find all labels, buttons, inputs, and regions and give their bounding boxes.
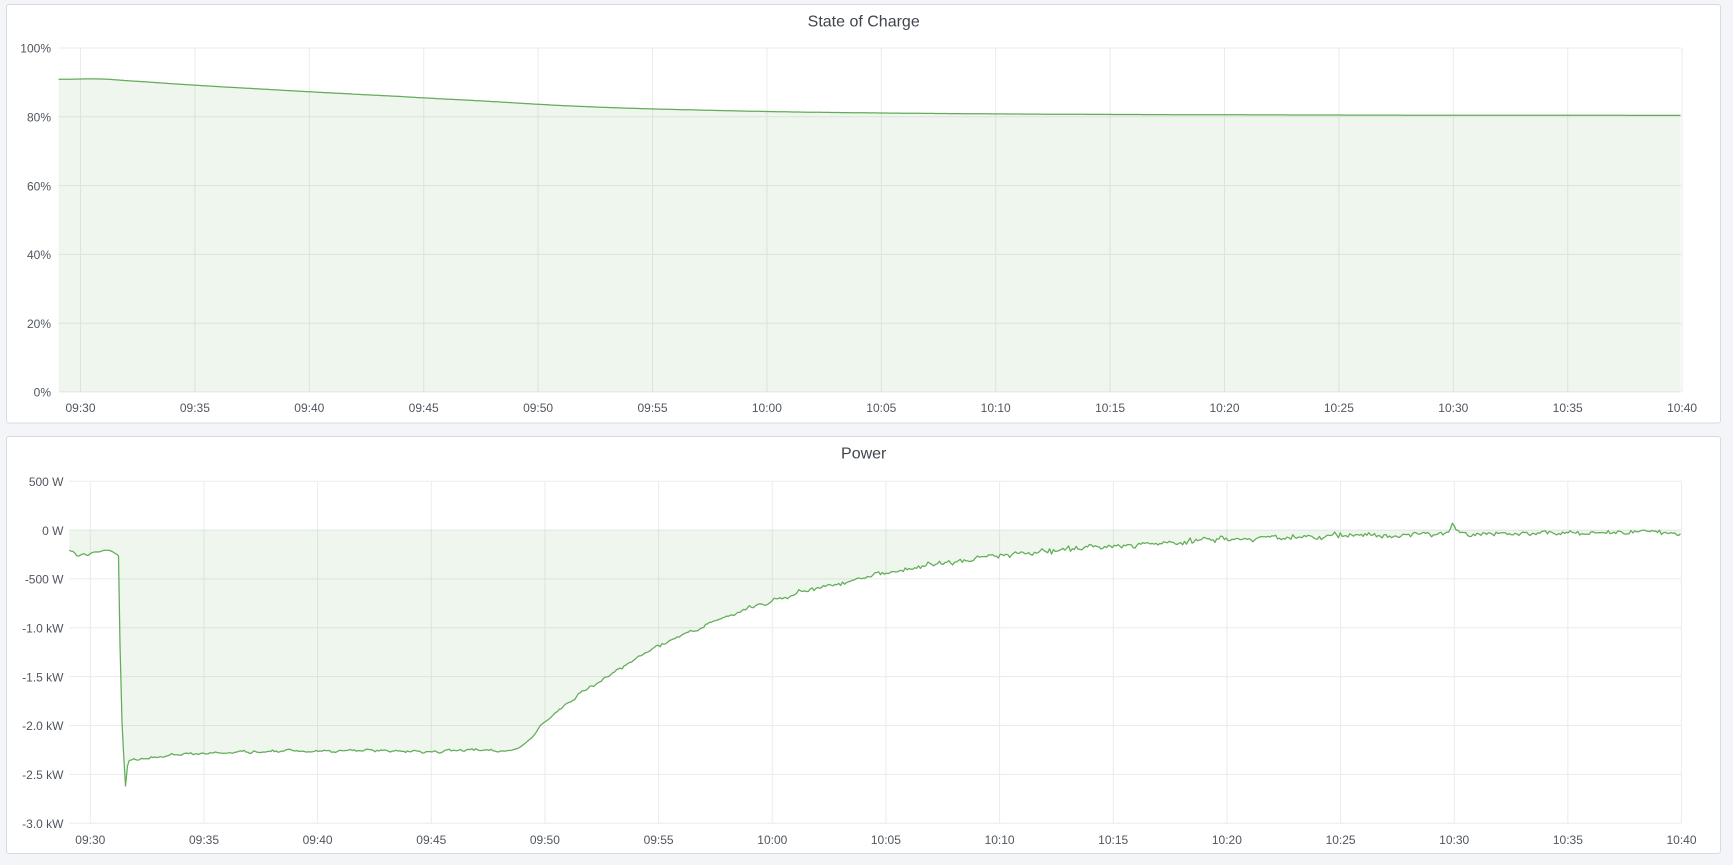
svg-text:500 W: 500 W [29,475,64,489]
svg-text:09:45: 09:45 [409,401,439,415]
svg-text:09:40: 09:40 [303,833,333,847]
svg-text:10:40: 10:40 [1666,833,1696,847]
svg-text:40%: 40% [27,248,51,262]
svg-text:10:30: 10:30 [1439,833,1469,847]
svg-text:09:35: 09:35 [180,401,210,415]
svg-text:10:10: 10:10 [981,401,1011,415]
svg-text:100%: 100% [20,42,51,56]
svg-text:09:30: 09:30 [65,401,95,415]
svg-text:10:20: 10:20 [1212,833,1242,847]
svg-text:09:40: 09:40 [294,401,324,415]
svg-text:0 W: 0 W [42,524,64,538]
svg-text:-1.0 kW: -1.0 kW [22,622,64,636]
svg-text:09:50: 09:50 [530,833,560,847]
svg-text:09:35: 09:35 [189,833,219,847]
svg-text:Power: Power [841,445,887,462]
svg-text:10:25: 10:25 [1324,401,1354,415]
svg-text:10:05: 10:05 [866,401,896,415]
svg-text:09:30: 09:30 [75,833,105,847]
svg-text:-2.5 kW: -2.5 kW [22,768,64,782]
svg-text:-1.5 kW: -1.5 kW [22,670,64,684]
svg-text:80%: 80% [27,111,51,125]
svg-text:-500 W: -500 W [25,573,64,587]
svg-text:10:05: 10:05 [871,833,901,847]
svg-text:09:45: 09:45 [416,833,446,847]
svg-text:09:55: 09:55 [637,401,667,415]
svg-text:60%: 60% [27,179,51,193]
svg-text:09:55: 09:55 [644,833,674,847]
svg-text:10:15: 10:15 [1098,833,1128,847]
svg-text:10:15: 10:15 [1095,401,1125,415]
svg-text:10:40: 10:40 [1667,401,1697,415]
svg-text:10:10: 10:10 [985,833,1015,847]
svg-text:10:25: 10:25 [1326,833,1356,847]
svg-text:State of Charge: State of Charge [808,14,920,31]
svg-text:10:30: 10:30 [1438,401,1468,415]
svg-text:09:50: 09:50 [523,401,553,415]
svg-text:-2.0 kW: -2.0 kW [22,719,64,733]
svg-text:10:35: 10:35 [1553,401,1583,415]
svg-text:10:00: 10:00 [757,833,787,847]
svg-text:10:20: 10:20 [1209,401,1239,415]
svg-text:0%: 0% [34,386,52,400]
svg-text:-3.0 kW: -3.0 kW [22,817,64,831]
svg-text:10:35: 10:35 [1553,833,1583,847]
svg-text:20%: 20% [27,317,51,331]
svg-text:10:00: 10:00 [752,401,782,415]
